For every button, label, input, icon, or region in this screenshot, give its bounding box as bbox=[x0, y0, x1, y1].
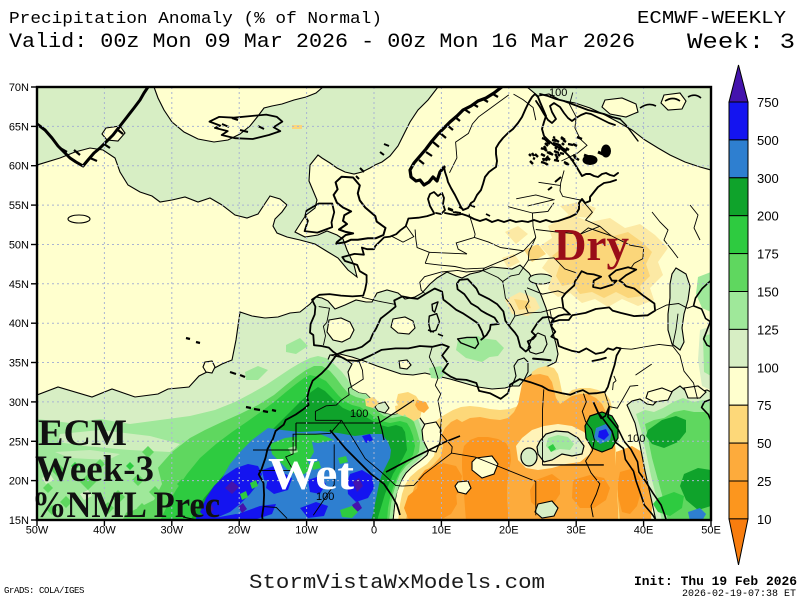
svg-text:40N: 40N bbox=[9, 318, 29, 330]
svg-text:Dry: Dry bbox=[554, 219, 629, 270]
svg-text:100: 100 bbox=[627, 433, 645, 445]
svg-text:ECMWF-WEEKLY: ECMWF-WEEKLY bbox=[637, 9, 786, 29]
svg-text:30E: 30E bbox=[566, 525, 586, 537]
svg-text:40W: 40W bbox=[93, 525, 116, 537]
svg-text:100: 100 bbox=[316, 491, 334, 503]
svg-text:65N: 65N bbox=[9, 121, 29, 133]
svg-text:10E: 10E bbox=[432, 525, 452, 537]
svg-text:125: 125 bbox=[757, 322, 779, 337]
svg-text:Week: 3: Week: 3 bbox=[687, 30, 795, 55]
svg-text:15N: 15N bbox=[9, 515, 29, 527]
svg-text:70N: 70N bbox=[9, 82, 29, 94]
svg-text:25N: 25N bbox=[9, 436, 29, 448]
svg-text:100: 100 bbox=[757, 360, 779, 375]
svg-text:45N: 45N bbox=[9, 279, 29, 291]
svg-text:50E: 50E bbox=[701, 525, 721, 537]
svg-text:10W: 10W bbox=[295, 525, 318, 537]
svg-text:Week-3: Week-3 bbox=[35, 449, 154, 490]
svg-text:Valid: 00z Mon 09 Mar 2026 - 0: Valid: 00z Mon 09 Mar 2026 - 00z Mon 16 … bbox=[9, 31, 635, 54]
svg-text:100: 100 bbox=[549, 87, 567, 99]
svg-text:500: 500 bbox=[757, 133, 779, 148]
svg-text:2026-02-19-07:38 ET: 2026-02-19-07:38 ET bbox=[682, 589, 796, 600]
svg-text:100: 100 bbox=[350, 408, 368, 420]
svg-text:10: 10 bbox=[757, 512, 771, 527]
svg-text:50N: 50N bbox=[9, 240, 29, 252]
svg-text:20W: 20W bbox=[228, 525, 251, 537]
svg-text:75: 75 bbox=[757, 398, 771, 413]
svg-text:25: 25 bbox=[757, 474, 771, 489]
svg-text:Precipitation Anomaly (% of No: Precipitation Anomaly (% of Normal) bbox=[9, 10, 382, 29]
svg-text:20N: 20N bbox=[9, 476, 29, 488]
svg-text:Init: Thu 19 Feb 2026: Init: Thu 19 Feb 2026 bbox=[634, 574, 797, 589]
svg-text:GrADS: COLA/IGES: GrADS: COLA/IGES bbox=[4, 586, 84, 596]
svg-text:20E: 20E bbox=[499, 525, 519, 537]
svg-text:40E: 40E bbox=[634, 525, 654, 537]
svg-text:150: 150 bbox=[757, 285, 779, 300]
svg-text:200: 200 bbox=[757, 209, 779, 224]
svg-text:StormVistaWxModels.com: StormVistaWxModels.com bbox=[249, 572, 545, 595]
svg-text:30W: 30W bbox=[160, 525, 183, 537]
svg-text:30N: 30N bbox=[9, 397, 29, 409]
svg-text:0: 0 bbox=[371, 525, 377, 537]
svg-text:ECM: ECM bbox=[38, 413, 127, 454]
svg-text:50: 50 bbox=[757, 436, 771, 451]
svg-text:50W: 50W bbox=[26, 525, 49, 537]
svg-text:750: 750 bbox=[757, 95, 779, 110]
svg-text:35N: 35N bbox=[9, 358, 29, 370]
svg-text:55N: 55N bbox=[9, 200, 29, 212]
svg-text:300: 300 bbox=[757, 171, 779, 186]
svg-text:Wet: Wet bbox=[268, 448, 355, 499]
svg-text:175: 175 bbox=[757, 247, 779, 262]
svg-text:60N: 60N bbox=[9, 161, 29, 173]
